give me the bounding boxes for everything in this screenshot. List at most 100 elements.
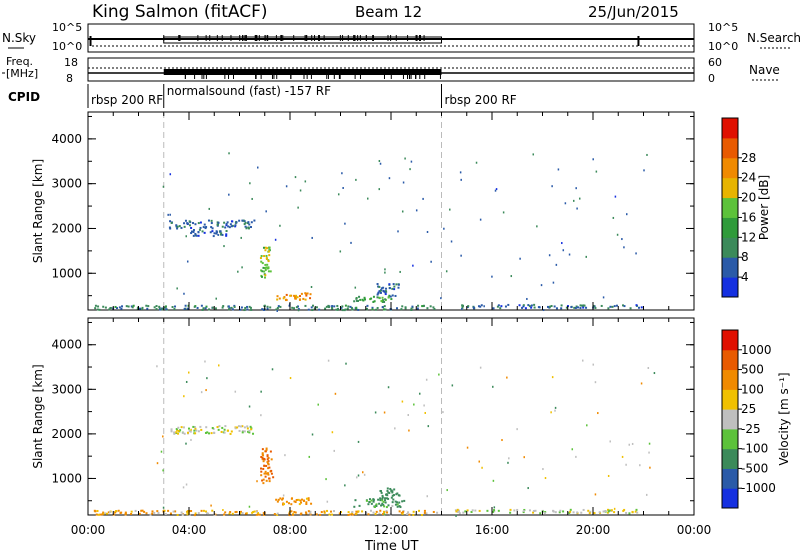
radar-cell <box>357 308 360 311</box>
radar-cell <box>262 266 265 269</box>
radar-cell <box>117 509 120 512</box>
radar-cell <box>172 510 175 513</box>
cpid-segment-label: rbsp 200 RF <box>445 93 517 107</box>
radar-cell <box>255 510 258 513</box>
radar-cell <box>181 513 184 516</box>
radar-cell <box>308 512 311 515</box>
radar-cell <box>157 511 160 514</box>
radar-cell <box>550 411 552 414</box>
radar-cell <box>289 294 292 297</box>
radar-cell <box>401 305 404 308</box>
radar-cell <box>268 248 271 251</box>
radar-cell <box>260 455 263 458</box>
radar-cell <box>351 512 354 515</box>
nsky-block <box>163 36 442 44</box>
radar-cell <box>461 304 464 307</box>
radar-cell <box>279 497 282 500</box>
radar-cell <box>422 304 425 307</box>
radar-cell <box>108 308 111 311</box>
radar-cell <box>243 223 246 226</box>
radar-cell <box>384 497 387 500</box>
radar-cell <box>499 307 502 310</box>
radar-cell <box>331 307 334 310</box>
radar-cell <box>623 305 626 308</box>
colorbar-swatch <box>722 369 738 390</box>
radar-cell <box>560 304 563 307</box>
radar-cell <box>602 296 605 299</box>
radar-cell <box>234 390 237 393</box>
colorbar-tick-label: 28 <box>741 151 756 165</box>
radar-cell <box>371 306 374 309</box>
radar-cell <box>141 306 144 309</box>
radar-cell <box>264 268 267 271</box>
radar-cell <box>356 299 359 302</box>
radar-cell <box>260 255 263 258</box>
radar-cell <box>600 304 603 307</box>
radar-cell <box>432 306 435 309</box>
radar-cell <box>169 213 171 216</box>
radar-cell <box>247 430 250 433</box>
radar-cell <box>247 226 250 229</box>
radar-cell <box>403 499 406 502</box>
radar-cell <box>246 427 249 430</box>
radar-cell <box>285 185 288 188</box>
radar-cell <box>382 500 385 503</box>
radar-cell <box>265 254 268 257</box>
radar-cell <box>546 305 549 308</box>
radar-cell <box>109 307 112 310</box>
radar-cell <box>647 366 650 369</box>
radar-cell <box>224 511 227 514</box>
radar-cell <box>307 308 310 311</box>
radar-cell <box>264 475 267 478</box>
radar-cell <box>217 428 220 431</box>
nsky-left-tick-top: 10^5 <box>52 21 82 34</box>
radar-cell <box>579 304 582 307</box>
radar-cell <box>493 509 496 512</box>
radar-cell <box>261 456 264 459</box>
radar-cell <box>189 430 192 433</box>
radar-cell <box>554 511 557 514</box>
radar-cell <box>340 306 343 309</box>
radar-cell <box>115 510 118 513</box>
radar-cell <box>404 306 407 309</box>
radar-cell <box>383 305 386 308</box>
radar-cell <box>646 153 648 156</box>
radar-cell <box>268 477 271 480</box>
radar-cell <box>210 504 212 507</box>
radar-cell <box>194 432 197 435</box>
radar-cell <box>378 502 381 505</box>
y-axis-title: Slant Range [km] <box>31 364 45 468</box>
radar-cell <box>637 306 640 309</box>
freq-tick-top: 18 <box>64 56 78 69</box>
radar-cell <box>408 429 410 432</box>
radar-cell <box>394 500 397 503</box>
radar-cell <box>634 510 637 513</box>
radar-cell <box>151 510 154 513</box>
y-tick-label: 2000 <box>51 427 82 441</box>
radar-cell <box>433 307 436 310</box>
radar-cell <box>430 260 432 263</box>
radar-cell <box>623 246 625 249</box>
radar-cell <box>592 304 595 307</box>
radar-cell <box>608 509 611 512</box>
radar-cell <box>334 392 337 395</box>
radar-cell <box>383 513 386 516</box>
radar-cell <box>479 366 482 369</box>
radar-cell <box>231 308 234 311</box>
radar-cell <box>234 427 237 430</box>
radar-cell <box>101 513 104 516</box>
radar-cell <box>576 511 579 514</box>
radar-cell <box>210 226 213 229</box>
radar-cell <box>305 294 308 297</box>
radar-cell <box>216 426 219 429</box>
radar-cell <box>167 509 170 512</box>
radar-cell <box>263 270 266 273</box>
radar-cell <box>262 454 265 457</box>
radar-cell <box>112 513 115 516</box>
x-tick-label: 12:00 <box>374 523 409 537</box>
y-axis-title: Slant Range [km] <box>31 159 45 263</box>
radar-cell <box>382 289 385 292</box>
radar-cell <box>407 511 410 514</box>
radar-cell <box>294 297 297 300</box>
radar-cell <box>506 376 508 379</box>
